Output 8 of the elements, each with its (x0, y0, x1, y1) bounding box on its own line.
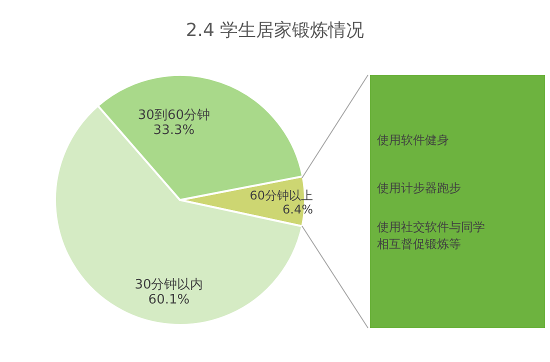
slice-label: 30到60分钟 (138, 108, 210, 124)
data-label: 33.3% (153, 123, 195, 138)
text: 使用社交软件与同学相互督促锻炼等 (377, 220, 485, 251)
text: 使用计步器跑步 (377, 181, 461, 195)
data-label: 60.1% (148, 292, 190, 308)
chart-title: 2.4 学生居家锻炼情况 (186, 20, 364, 41)
slice-label: 30分钟以内 (134, 277, 204, 292)
text: 使用软件健身 (377, 133, 449, 147)
